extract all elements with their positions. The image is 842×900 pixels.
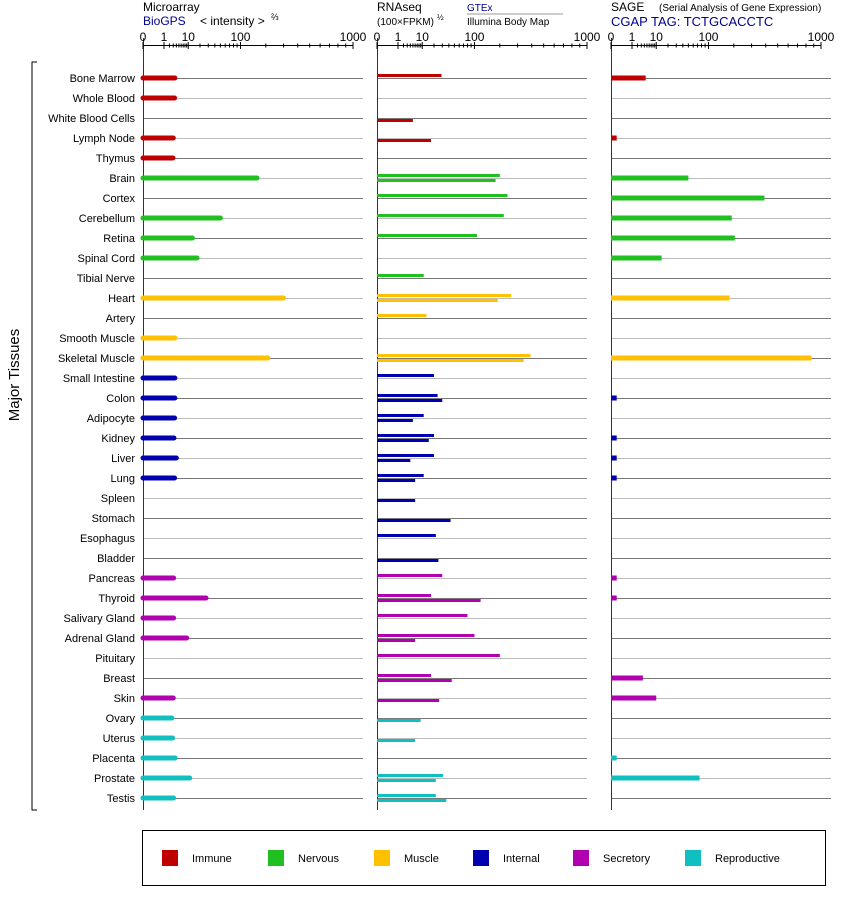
row-label-bone-marrow: Bone Marrow — [70, 73, 135, 85]
row-label-stomach: Stomach — [92, 513, 135, 525]
row-label-bladder: Bladder — [97, 553, 135, 565]
legend-label-nervous: Nervous — [298, 853, 339, 865]
x-tick-label: 10 — [650, 30, 664, 44]
legend-swatch-secretory — [573, 850, 589, 866]
legend-label-immune: Immune — [192, 853, 232, 865]
legend-swatch-immune — [162, 850, 178, 866]
row-label-pituitary: Pituitary — [95, 653, 135, 665]
sage-subtitle: (Serial Analysis of Gene Expression) — [659, 3, 821, 14]
row-label-pancreas: Pancreas — [89, 573, 136, 585]
legend-label-secretory: Secretory — [603, 853, 651, 865]
legend-label-reproductive: Reproductive — [715, 853, 780, 865]
rnaseq-source-gtex: GTEx — [467, 3, 493, 14]
panel-axes: 0 1 10 100 1000 0 1 10 100 1000 0 1 10 100 1000 — [140, 30, 835, 810]
sage-tag: CGAP TAG: TCTGCACCTC — [611, 14, 773, 29]
row-label-lymph-node: Lymph Node — [73, 133, 135, 145]
rnaseq-source-illumina: Illumina Body Map — [467, 17, 550, 28]
row-label-cortex: Cortex — [103, 193, 136, 205]
x-tick-label: 1000 — [574, 30, 601, 44]
x-tick-label: 0 — [374, 30, 381, 44]
x-tick-label: 10 — [182, 30, 196, 44]
legend: Immune Nervous Muscle Internal Secretory Repr… — [142, 830, 826, 886]
rnaseq-title: RNAseq — [377, 0, 422, 14]
x-tick-label: 100 — [698, 30, 718, 44]
legend-swatch-internal — [473, 850, 489, 866]
row-label-heart: Heart — [108, 293, 135, 305]
chart-headers: Microarray BioGPS < intensity > ⅔ RNAseq… — [143, 0, 821, 29]
row-label-salivary-gland: Salivary Gland — [63, 613, 135, 625]
legend-swatch-nervous — [268, 850, 284, 866]
x-tick-label: 0 — [140, 30, 147, 44]
sage-title: SAGE — [611, 0, 644, 14]
row-label-colon: Colon — [106, 393, 135, 405]
row-label-small-intestine: Small Intestine — [63, 373, 135, 385]
rnaseq-unit: (100×FPKM) — [377, 17, 434, 28]
row-label-tibial-nerve: Tibial Nerve — [77, 273, 135, 285]
row-label-kidney: Kidney — [101, 433, 135, 445]
microarray-source: BioGPS — [143, 14, 186, 28]
x-tick-label: 1 — [161, 30, 168, 44]
row-label-thyroid: Thyroid — [98, 593, 135, 605]
row-label-thymus: Thymus — [96, 153, 136, 165]
row-label-ovary: Ovary — [106, 713, 136, 725]
x-tick-label: 1 — [629, 30, 636, 44]
microarray-unit-exponent: ⅔ — [271, 12, 279, 22]
row-label-skin: Skin — [114, 693, 135, 705]
row-label-liver: Liver — [111, 453, 135, 465]
row-label-white-blood-cells: White Blood Cells — [48, 113, 135, 125]
row-label-cerebellum: Cerebellum — [79, 213, 135, 225]
row-label-retina: Retina — [103, 233, 136, 245]
row-label-spleen: Spleen — [101, 493, 135, 505]
rnaseq-unit-exponent: ½ — [437, 13, 444, 22]
row-label-lung: Lung — [111, 473, 135, 485]
x-tick-label: 100 — [230, 30, 250, 44]
row-label-uterus: Uterus — [103, 733, 136, 745]
x-tick-label: 1000 — [808, 30, 835, 44]
x-tick-label: 1 — [395, 30, 402, 44]
y-axis-bracket — [31, 61, 37, 811]
x-tick-label: 0 — [608, 30, 615, 44]
row-label-artery: Artery — [106, 313, 136, 325]
legend-label-internal: Internal — [503, 853, 540, 865]
row-label-adipocyte: Adipocyte — [87, 413, 135, 425]
legend-swatch-muscle — [374, 850, 390, 866]
microarray-title: Microarray — [143, 0, 200, 14]
row-label-breast: Breast — [103, 673, 135, 685]
tissue-rows: Bone Marrow Whole Blood White Blood Cells L… — [48, 73, 831, 805]
x-tick-label: 1000 — [340, 30, 367, 44]
row-label-adrenal-gland: Adrenal Gland — [65, 633, 135, 645]
row-label-prostate: Prostate — [94, 773, 135, 785]
row-label-smooth-muscle: Smooth Muscle — [59, 333, 135, 345]
row-label-skeletal-muscle: Skeletal Muscle — [58, 353, 135, 365]
microarray-unit: < intensity > — [200, 14, 265, 28]
legend-swatch-reproductive — [685, 850, 701, 866]
y-axis-label: Major Tissues — [6, 329, 23, 422]
row-label-spinal-cord: Spinal Cord — [78, 253, 135, 265]
row-label-testis: Testis — [107, 793, 136, 805]
row-label-placenta: Placenta — [92, 753, 136, 765]
legend-label-muscle: Muscle — [404, 853, 439, 865]
x-tick-label: 10 — [416, 30, 430, 44]
expression-bars — [140, 74, 812, 802]
row-label-esophagus: Esophagus — [80, 533, 136, 545]
row-label-whole-blood: Whole Blood — [73, 93, 135, 105]
x-tick-label: 100 — [464, 30, 484, 44]
row-label-brain: Brain — [109, 173, 135, 185]
